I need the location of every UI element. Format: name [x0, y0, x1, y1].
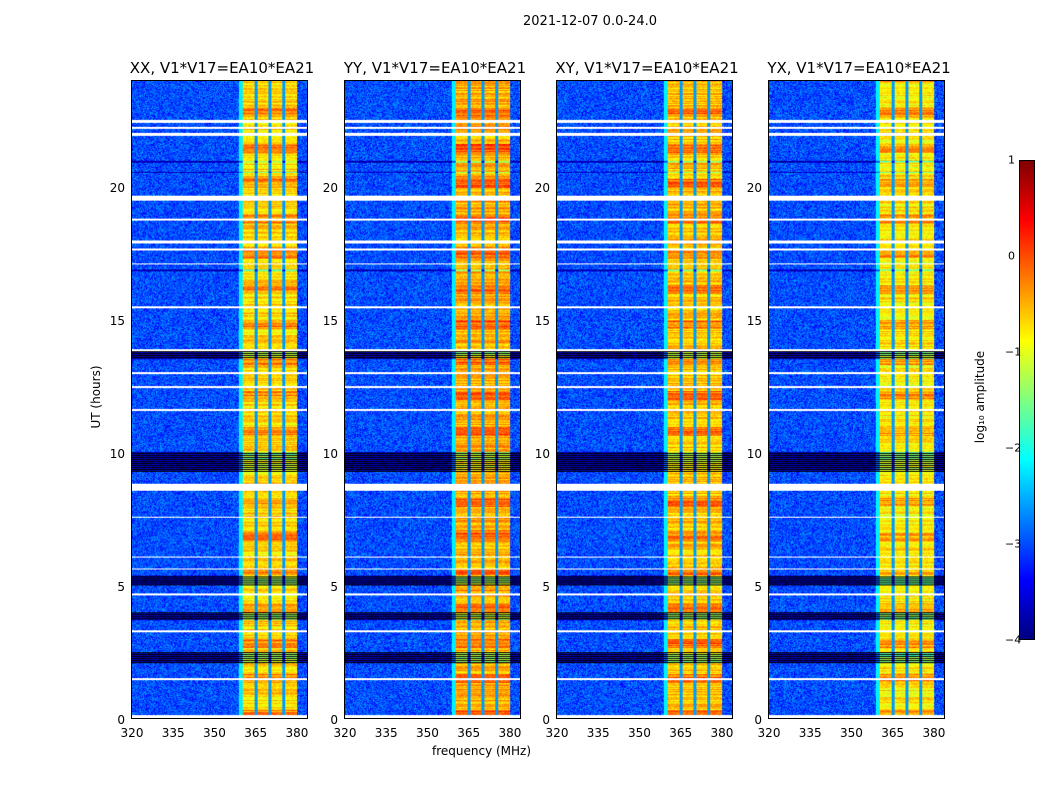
- x-tick-label: 335: [161, 726, 185, 740]
- x-tick-label: 350: [203, 726, 226, 740]
- y-axis-label: UT (hours): [89, 365, 103, 429]
- y-tick-label: 10: [322, 446, 338, 461]
- colorbar-tick-label: −4: [1005, 633, 1022, 647]
- colorbar-tick-label: 0: [1008, 249, 1015, 263]
- y-tick-label: 20: [109, 180, 125, 195]
- x-tick-label: 350: [628, 726, 651, 740]
- y-tick-label: 15: [534, 313, 550, 328]
- x-tick-label: 320: [757, 726, 781, 740]
- heatmap-image: [132, 81, 307, 718]
- colorbar-tick-label: 1: [1008, 153, 1015, 167]
- y-tick-label: 10: [746, 446, 762, 461]
- colorbar-tick-label: −3: [1005, 537, 1022, 551]
- x-tick-label: 335: [374, 726, 398, 740]
- y-tick-label: 0: [117, 713, 125, 727]
- panel-title: YY, V1*V17=EA10*EA21: [343, 59, 527, 77]
- x-tick-label: 320: [545, 726, 569, 740]
- figure-title: 2021-12-07 0.0-24.0: [523, 14, 657, 29]
- heatmap-image: [345, 81, 520, 718]
- y-tick-label: 0: [542, 713, 550, 727]
- x-tick-label: 335: [798, 726, 822, 740]
- y-tick-label: 20: [534, 180, 550, 195]
- x-tick-label: 380: [922, 726, 946, 740]
- y-tick-label: 5: [754, 579, 762, 594]
- x-tick-label: 380: [285, 726, 309, 740]
- y-tick-label: 0: [754, 713, 762, 727]
- x-tick-label: 365: [881, 726, 905, 740]
- y-tick-label: 5: [330, 579, 338, 594]
- panel-title: XY, V1*V17=EA10*EA21: [555, 59, 739, 77]
- y-tick-label: 20: [746, 180, 762, 195]
- heatmap-panel-0: XX, V1*V17=EA10*EA21 320 335 350 365 380 0 5 10 1…: [110, 59, 315, 740]
- colorbar: [1019, 160, 1035, 640]
- y-tick-label: 10: [534, 446, 550, 461]
- y-tick-label: 10: [109, 446, 125, 461]
- y-tick-label: 5: [117, 579, 125, 594]
- x-tick-label: 320: [120, 726, 144, 740]
- x-tick-label: 335: [586, 726, 610, 740]
- x-tick-label: 365: [669, 726, 693, 740]
- colorbar-tick-label: −1: [1005, 345, 1022, 359]
- colorbar-label: log₁₀ amplitude: [973, 350, 987, 444]
- heatmap-panel-2: XY, V1*V17=EA10*EA21 320 335 350 365 380 0 5 10 1…: [535, 59, 739, 740]
- panel-title: YX, V1*V17=EA10*EA21: [767, 59, 951, 77]
- x-tick-label: 365: [244, 726, 268, 740]
- y-tick-label: 5: [542, 579, 550, 594]
- y-tick-label: 15: [322, 313, 338, 328]
- x-tick-label: 320: [333, 726, 357, 740]
- x-tick-label: 350: [840, 726, 863, 740]
- x-axis-label: frequency (MHz): [432, 744, 532, 758]
- heatmap-image: [769, 81, 944, 718]
- y-tick-label: 0: [330, 713, 338, 727]
- heatmap-panel-1: YY, V1*V17=EA10*EA21 320 335 350 365 380 0 5 10 1…: [323, 59, 526, 740]
- x-tick-label: 380: [498, 726, 522, 740]
- y-tick-label: 15: [109, 313, 125, 328]
- x-tick-label: 365: [457, 726, 481, 740]
- x-tick-label: 350: [416, 726, 439, 740]
- heatmap-panel-3: YX, V1*V17=EA10*EA21 320 335 350 365 380 0 5 10 1…: [747, 59, 951, 740]
- y-tick-label: 15: [746, 313, 762, 328]
- panel-title: XX, V1*V17=EA10*EA21: [129, 59, 315, 77]
- x-tick-label: 380: [710, 726, 734, 740]
- heatmap-image: [557, 81, 732, 718]
- y-tick-label: 20: [322, 180, 338, 195]
- colorbar-tick-label: −2: [1005, 441, 1022, 455]
